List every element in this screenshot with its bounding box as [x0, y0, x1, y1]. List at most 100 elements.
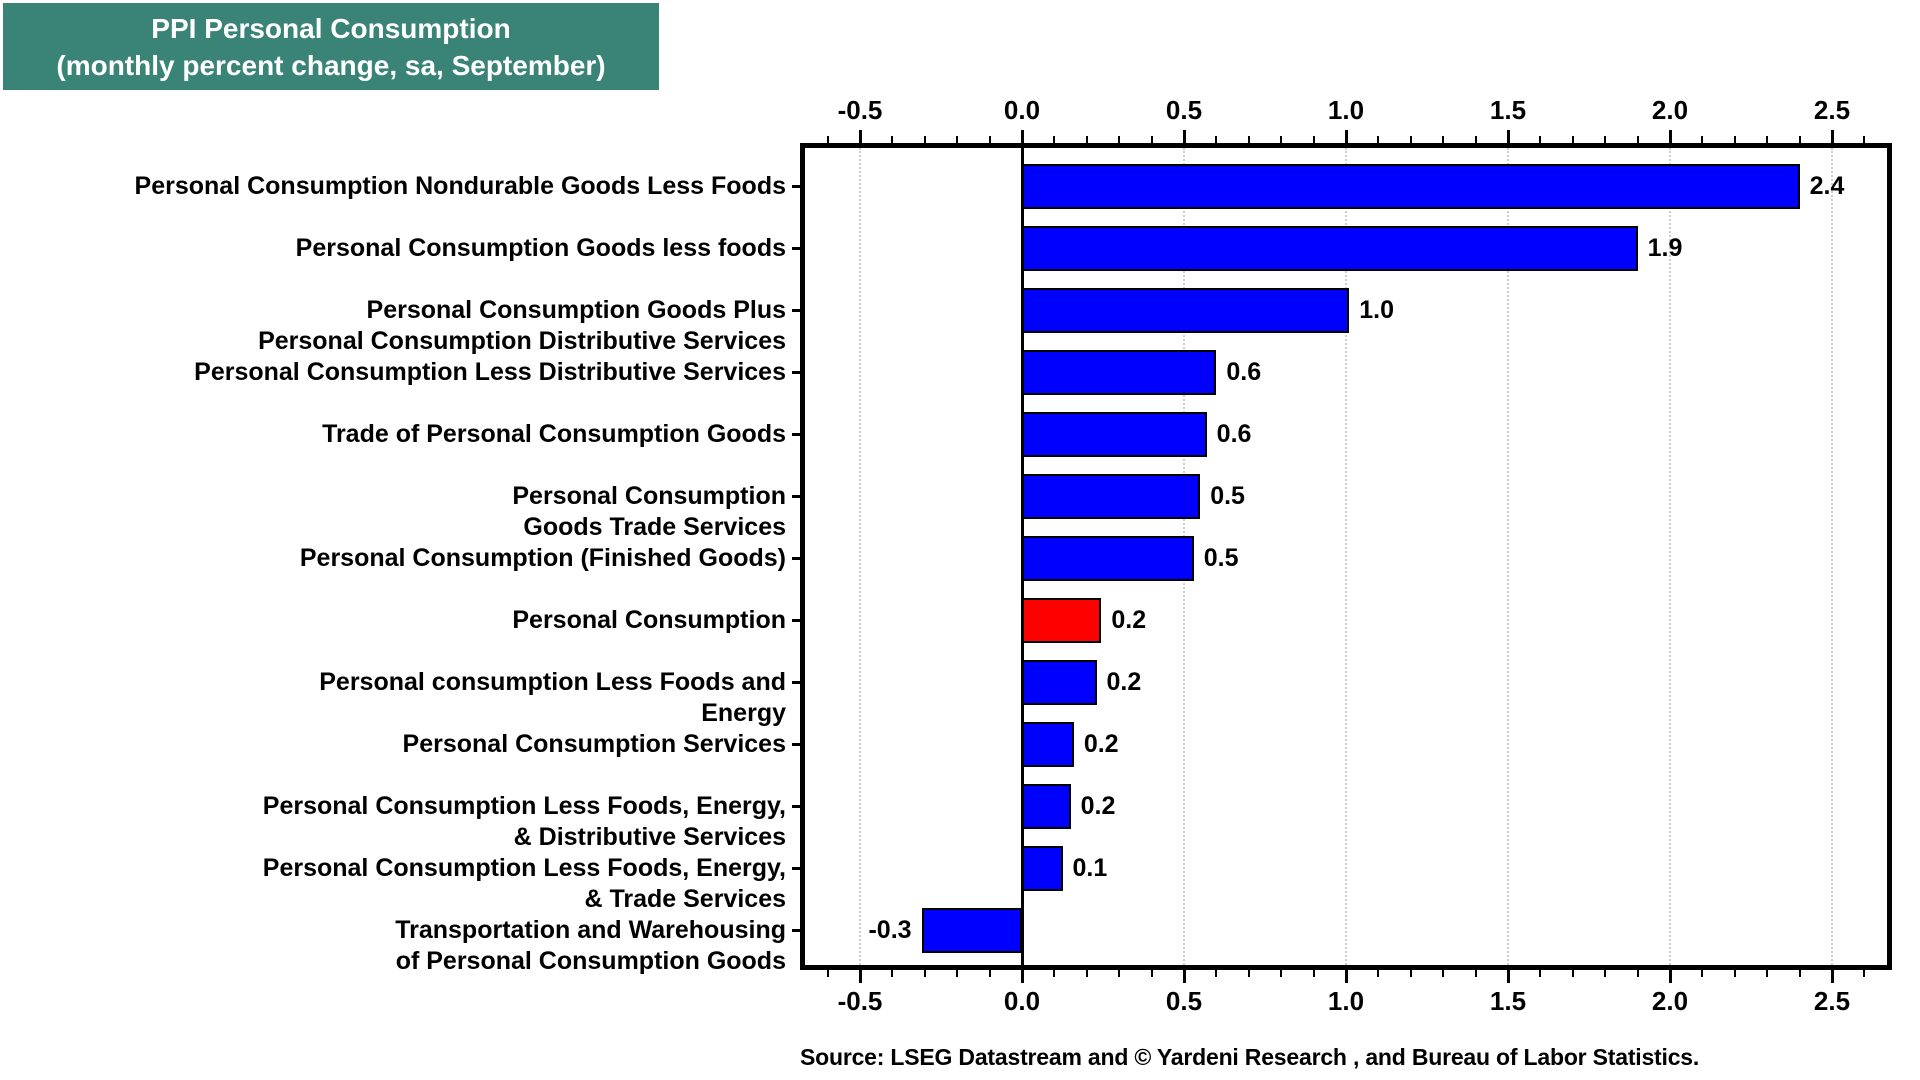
chart-title: PPI Personal Consumption (monthly percen…: [3, 3, 659, 90]
x-axis-tick-label-bottom: 0.0: [1003, 986, 1041, 1016]
bar-row-6: [1022, 473, 1201, 519]
x-axis-minor-tick-bottom: [1798, 970, 1801, 977]
x-axis-minor-tick-top: [1280, 136, 1283, 143]
category-label: Personal Consumption Nondurable Goods Le…: [135, 171, 786, 202]
x-axis-minor-tick-top: [1053, 136, 1056, 143]
category-label: Personal Consumption Goods less foods: [296, 233, 786, 264]
category-label-line: & Distributive Services: [513, 822, 786, 851]
category-label: Personal Consumption Less Foods, Energy,…: [263, 853, 786, 915]
category-label-line: Personal Consumption: [512, 481, 786, 510]
x-axis-minor-tick-bottom: [1312, 970, 1315, 977]
category-label-line: Personal Consumption Less Foods, Energy,: [262, 853, 786, 882]
category-label: Personal Consumption Goods Trade Services: [512, 481, 786, 543]
category-tick: [792, 804, 800, 808]
bar-value-label: 0.2: [1111, 606, 1147, 634]
x-axis-major-tick-top: [1182, 130, 1186, 143]
category-label: Personal consumption Less Foods and Energ…: [319, 667, 786, 729]
x-axis-minor-tick-top: [1377, 136, 1380, 143]
bar-row-3: [1022, 287, 1350, 333]
x-axis-major-tick-top: [1020, 130, 1024, 143]
x-axis-major-tick-top: [858, 130, 862, 143]
category-tick: [792, 928, 800, 932]
x-axis-tick-label-top: 1.5: [1489, 95, 1527, 125]
category-label-line: & Trade Services: [584, 884, 786, 913]
bar-row-5: [1022, 411, 1207, 457]
x-axis-major-tick-top: [1506, 130, 1510, 143]
category-tick: [792, 866, 800, 870]
bar-value-label: -0.3: [868, 916, 912, 944]
x-axis-minor-tick-top: [1474, 136, 1477, 143]
bar-value-label: 2.4: [1809, 172, 1845, 200]
x-axis-minor-tick-top: [1215, 136, 1218, 143]
category-label: Trade of Personal Consumption Goods: [322, 419, 786, 450]
category-label-line: Personal Consumption Less Foods, Energy,: [262, 791, 786, 820]
bar-value-label: 1.9: [1647, 234, 1683, 262]
x-axis-minor-tick-top: [1085, 136, 1088, 143]
bar-row-1: [1022, 163, 1800, 209]
x-axis-minor-tick-bottom: [1604, 970, 1607, 977]
bar-row-7: [1022, 535, 1194, 581]
x-axis-major-tick-bottom: [858, 970, 862, 983]
category-tick: [792, 494, 800, 498]
bar-value-label: 0.5: [1210, 482, 1245, 510]
x-axis-minor-tick-top: [1701, 136, 1704, 143]
category-label-line: of Personal Consumption Goods: [395, 946, 786, 975]
bar-row-9: [1022, 659, 1097, 705]
x-axis-tick-label-bottom: 1.5: [1489, 986, 1527, 1016]
x-axis-tick-label-top: -0.5: [837, 95, 883, 125]
category-label-line: Personal Consumption Distributive Servic…: [258, 326, 786, 355]
category-label: Transportation and Warehousing of Persona…: [395, 915, 786, 977]
category-tick: [792, 680, 800, 684]
x-axis-minor-tick-top: [923, 136, 926, 143]
major-gridline: [1669, 148, 1671, 965]
x-axis-major-tick-top: [1668, 130, 1672, 143]
bar-row-11: [1022, 783, 1071, 829]
bar-row-2: [1022, 225, 1638, 271]
x-axis-minor-tick-bottom: [1085, 970, 1088, 977]
category-label: Personal Consumption: [512, 605, 786, 636]
x-axis-major-tick-top: [1344, 130, 1348, 143]
bar-value-label: 0.6: [1226, 358, 1262, 386]
x-axis-minor-tick-bottom: [1766, 970, 1769, 977]
bar-row-10: [1022, 721, 1074, 767]
x-axis-minor-tick-top: [1150, 136, 1153, 143]
category-label-line: Personal Consumption Goods Plus: [366, 295, 786, 324]
bar-row-4: [1022, 349, 1217, 395]
x-axis-major-tick-bottom: [1506, 970, 1510, 983]
source-note: Source: LSEG Datastream and © Yardeni Re…: [800, 1044, 1700, 1070]
x-axis-major-tick-bottom: [1182, 970, 1186, 983]
category-tick: [792, 246, 800, 250]
x-axis-minor-tick-top: [1636, 136, 1639, 143]
x-axis-minor-tick-bottom: [1247, 970, 1250, 977]
x-axis-tick-label-top: 1.0: [1327, 95, 1365, 125]
x-axis-minor-tick-top: [1863, 136, 1866, 143]
x-axis-major-tick-bottom: [1020, 970, 1024, 983]
x-axis-minor-tick-bottom: [956, 970, 959, 977]
category-tick: [792, 184, 800, 188]
x-axis-minor-tick-top: [1571, 136, 1574, 143]
x-axis-major-tick-bottom: [1830, 970, 1834, 983]
x-axis-tick-label-bottom: 0.5: [1165, 986, 1203, 1016]
x-axis-minor-tick-bottom: [1863, 970, 1866, 977]
x-axis-minor-tick-bottom: [1150, 970, 1153, 977]
x-axis-minor-tick-top: [1798, 136, 1801, 143]
x-axis-minor-tick-top: [956, 136, 959, 143]
category-tick: [792, 370, 800, 374]
x-axis-minor-tick-top: [1733, 136, 1736, 143]
x-axis-tick-label-top: 0.0: [1003, 95, 1041, 125]
x-axis-tick-label-bottom: 1.0: [1327, 986, 1365, 1016]
major-gridline: [1831, 148, 1833, 965]
category-label-line: Personal Consumption Less Distributive S…: [194, 357, 786, 386]
category-label-line: Energy: [701, 698, 786, 727]
x-axis-minor-tick-top: [1118, 136, 1121, 143]
x-axis-minor-tick-top: [1247, 136, 1250, 143]
bar-value-label: 0.6: [1216, 420, 1252, 448]
category-label: Personal Consumption Less Foods, Energy,…: [263, 791, 786, 853]
x-axis-minor-tick-bottom: [826, 970, 829, 977]
category-tick: [792, 618, 800, 622]
x-axis-minor-tick-top: [1766, 136, 1769, 143]
x-axis-minor-tick-bottom: [1636, 970, 1639, 977]
major-gridline: [859, 148, 861, 965]
chart-title-line-2: (monthly percent change, sa, September): [56, 49, 606, 81]
